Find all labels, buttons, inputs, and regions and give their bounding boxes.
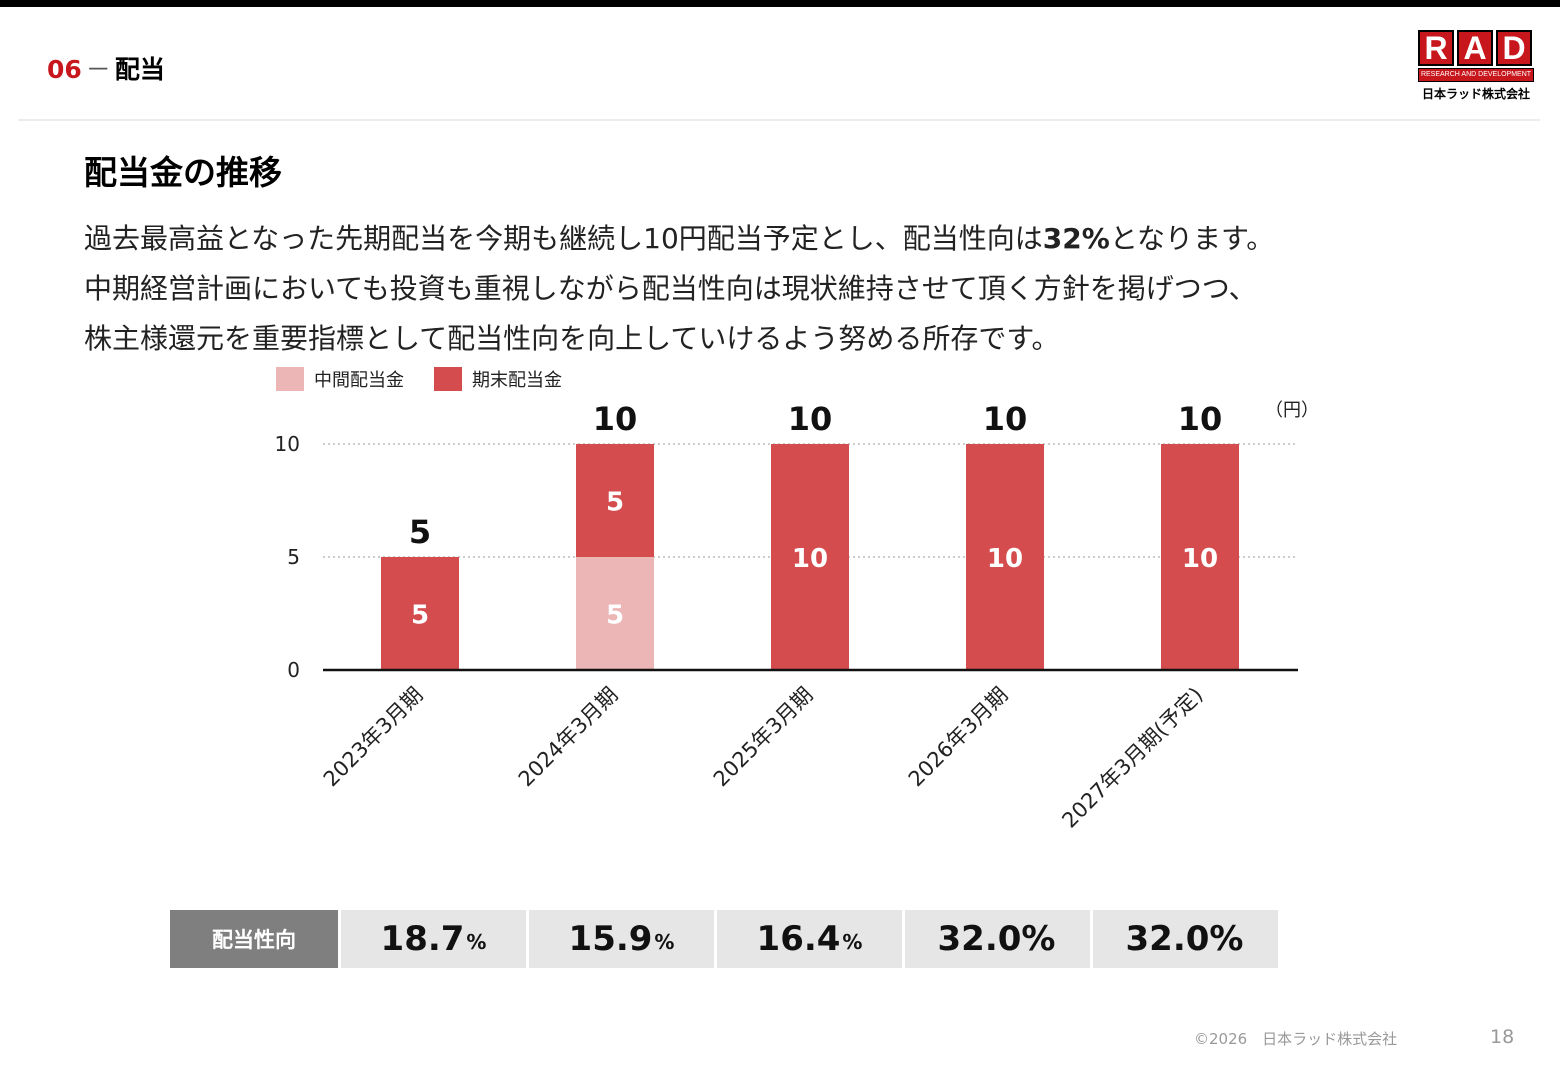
section-number: 06 [47, 55, 82, 84]
section-label: 06 －配当 [47, 50, 165, 86]
bar-data-label: 10 [987, 544, 1023, 574]
payout-ratio-value: 32.0% [1125, 919, 1244, 959]
body-line-1-pre: 過去最高益となった先期配当を今期も継続し10円配当予定とし、配当性向は [84, 222, 1043, 255]
bar-data-label: 5 [606, 601, 624, 631]
legend-swatch-year-end [434, 367, 462, 391]
payout-ratio-cell: 32.0% [1093, 910, 1278, 968]
section-title: 配当 [114, 55, 165, 84]
x-category-label: 2026年3月期 [904, 683, 1013, 792]
dividend-bar-chart: 0 5 10 （円） 5 5 2023年3月期 5 5 10 2024年3月期 10 10 2025年3月… [275, 400, 1319, 833]
payout-ratio-value: 16.4 [756, 919, 841, 959]
payout-ratio-header: 配当性向 [170, 910, 338, 968]
payout-ratio-value: 18.7 [380, 919, 465, 959]
legend-label-year-end: 期末配当金 [472, 370, 562, 391]
payout-ratio-value: 32.0% [937, 919, 1056, 959]
x-category-label: 2023年3月期 [319, 683, 428, 792]
logo-company-name: 日本ラッド株式会社 [1421, 87, 1530, 101]
y-unit-label: （円） [1265, 400, 1319, 421]
legend-label-interim: 中間配当金 [314, 370, 404, 391]
bar-segment [576, 557, 654, 670]
bar-segment [381, 557, 459, 670]
bar-total-label: 10 [983, 400, 1028, 438]
payout-ratio-unit: % [466, 930, 487, 954]
bar-data-label: 10 [792, 544, 828, 574]
bar-data-label: 5 [411, 601, 429, 631]
payout-ratio-cell: 16.4% [717, 910, 902, 968]
bar-segment [966, 444, 1044, 670]
bar-segment [771, 444, 849, 670]
legend-item-year-end: 期末配当金 [434, 366, 562, 392]
payout-ratio-value: 15.9 [568, 919, 653, 959]
payout-ratio-unit: % [842, 930, 863, 954]
payout-ratio-cell: 32.0% [905, 910, 1090, 968]
logo-letter-a: A [1457, 30, 1493, 66]
payout-ratio-cell: 15.9% [529, 910, 714, 968]
bar-total-label: 10 [788, 400, 833, 438]
body-line-1-bold: 32% [1042, 222, 1110, 255]
body-line-1-post: となります。 [1109, 222, 1275, 255]
section-dash: － [85, 55, 111, 84]
y-tick-label: 0 [287, 658, 300, 682]
bar-data-label: 10 [1182, 544, 1218, 574]
page-number: 18 [1490, 1026, 1515, 1048]
payout-ratio-cell: 18.7% [341, 910, 526, 968]
bar-segment [1161, 444, 1239, 670]
logo-letter-d: D [1496, 30, 1532, 66]
logo-letters: R A D [1418, 30, 1538, 66]
top-bar [0, 0, 1560, 7]
logo-subtitle: RESEARCH AND DEVELOPMENT [1418, 68, 1534, 82]
bar-total-label: 5 [409, 513, 431, 551]
logo-letter-r: R [1418, 30, 1454, 66]
company-logo: R A D RESEARCH AND DEVELOPMENT 日本ラッド株式会社 [1418, 30, 1538, 110]
y-tick-label: 5 [287, 545, 300, 569]
payout-ratio-unit: % [654, 930, 675, 954]
legend-item-interim: 中間配当金 [276, 366, 404, 392]
body-line-3: 株主様還元を重要指標として配当性向を向上していけるよう努める所存です。 [84, 322, 1060, 355]
footer-copyright: ©2026 日本ラッド株式会社 [1194, 1030, 1398, 1048]
payout-ratio-table: 配当性向 18.7% 15.9% 16.4% 32.0% 32.0% [170, 910, 1281, 968]
bar-segment [576, 444, 654, 557]
bar-data-label: 5 [606, 488, 624, 518]
page-title: 配当金の推移 [84, 153, 282, 192]
x-category-label: 2025年3月期 [709, 683, 818, 792]
body-line-1: 過去最高益となった先期配当を今期も継続し10円配当予定とし、配当性向は32%とな… [84, 214, 1504, 264]
bar-total-label: 10 [1178, 400, 1223, 438]
chart-legend: 中間配当金 期末配当金 [276, 366, 592, 392]
body-line-2: 中期経営計画においても投資も重視しながら配当性向は現状維持させて頂く方針を掲げつ… [84, 272, 1257, 305]
y-tick-label: 10 [275, 432, 300, 456]
legend-swatch-interim [276, 367, 304, 391]
x-category-label: 2024年3月期 [514, 683, 623, 792]
x-category-label: 2027年3月期(予定) [1057, 683, 1207, 833]
bar-total-label: 10 [593, 400, 638, 438]
body-text: 過去最高益となった先期配当を今期も継続し10円配当予定とし、配当性向は32%とな… [84, 214, 1504, 364]
header-divider [18, 119, 1540, 121]
